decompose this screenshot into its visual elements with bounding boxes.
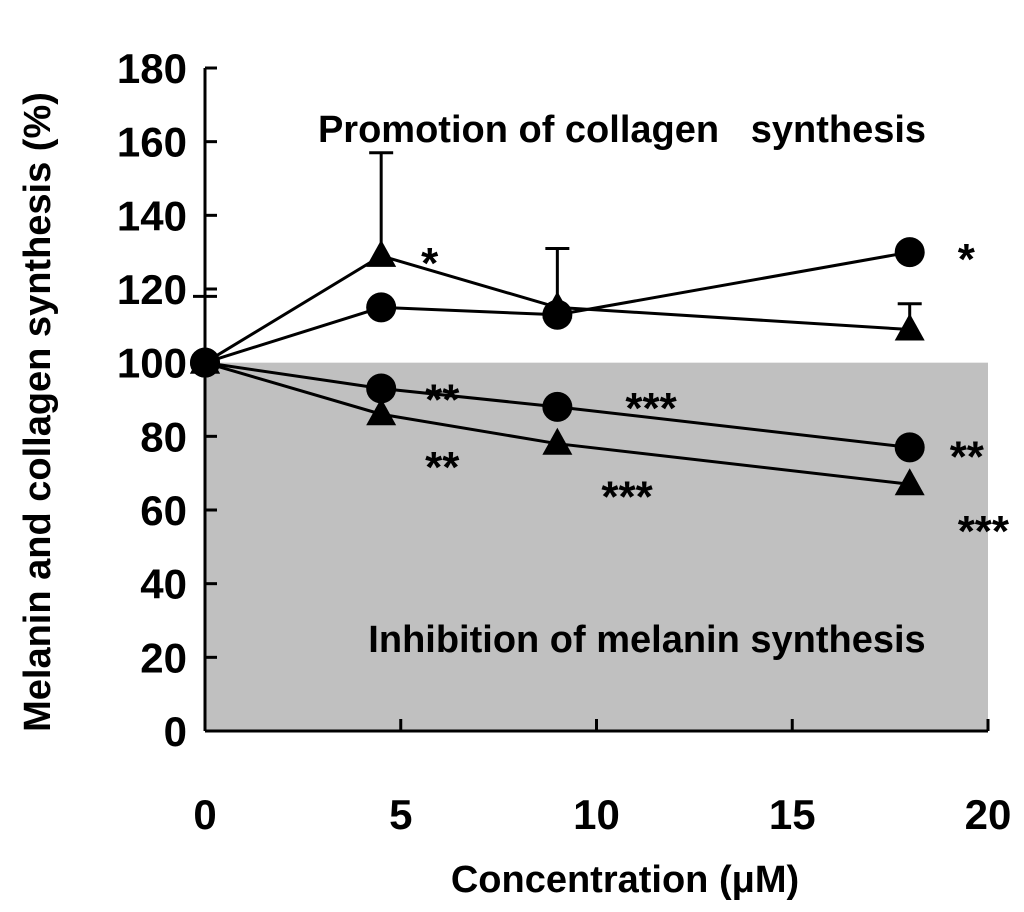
series-2 — [190, 237, 925, 378]
significance-label: ** — [425, 443, 460, 492]
data-point — [542, 427, 573, 455]
significance-label: ** — [950, 432, 985, 481]
series-layer — [190, 151, 925, 496]
regions-layer — [205, 362, 988, 731]
data-point — [190, 346, 220, 374]
series-4 — [190, 346, 925, 496]
data-point — [542, 299, 573, 330]
data-point — [366, 373, 397, 404]
x-tick-label: 15 — [769, 791, 816, 838]
significance-label: *** — [601, 473, 653, 522]
data-point — [366, 398, 397, 426]
region-label-collagen: Promotion of collagen synthesis — [318, 109, 926, 151]
series-3 — [190, 347, 925, 463]
x-tick-label: 20 — [965, 791, 1012, 838]
y-tick-label: 40 — [140, 561, 187, 608]
significance-label: *** — [625, 384, 677, 433]
y-tick-label: 100 — [117, 340, 187, 387]
y-tick-label: 140 — [117, 192, 187, 239]
series-line — [204, 361, 910, 486]
y-tick-label: 160 — [117, 119, 187, 166]
data-point — [894, 237, 925, 268]
x-tick-label: 10 — [573, 791, 620, 838]
significance-label: ** — [425, 375, 460, 424]
y-tick-label: 0 — [164, 708, 187, 755]
series-line — [204, 250, 910, 365]
x-axis-title: Concentration (μM) — [451, 859, 799, 901]
inhibition-region — [205, 362, 988, 731]
y-tick-label: 60 — [140, 487, 187, 534]
x-tick-label: 0 — [193, 791, 216, 838]
data-point — [894, 468, 925, 496]
y-tick-label: 80 — [140, 413, 187, 460]
y-tick-label: 120 — [117, 266, 187, 313]
series-line — [204, 254, 910, 364]
series-line — [204, 361, 910, 449]
significance-label: * — [421, 239, 439, 288]
y-axis-title: Melanin and collagen synthesis (%) — [17, 92, 59, 732]
labels-layer: * *** ************* — [421, 235, 1010, 556]
significance-label: *** — [958, 507, 1010, 556]
data-point — [894, 313, 925, 341]
significance-label: * — [958, 235, 976, 284]
x-tick-label: 5 — [389, 791, 412, 838]
data-point — [366, 239, 397, 267]
y-tick-label: 20 — [140, 634, 187, 681]
data-point — [542, 391, 573, 422]
data-point — [894, 432, 925, 463]
axes-layer: 0 20 40 60 80 100 120 140 160 180 0 5 10 15 20 — [117, 45, 1011, 838]
region-label-melanin: Inhibition of melanin synthesis — [368, 619, 925, 661]
data-point — [366, 292, 397, 323]
y-tick-label: 180 — [117, 45, 187, 92]
